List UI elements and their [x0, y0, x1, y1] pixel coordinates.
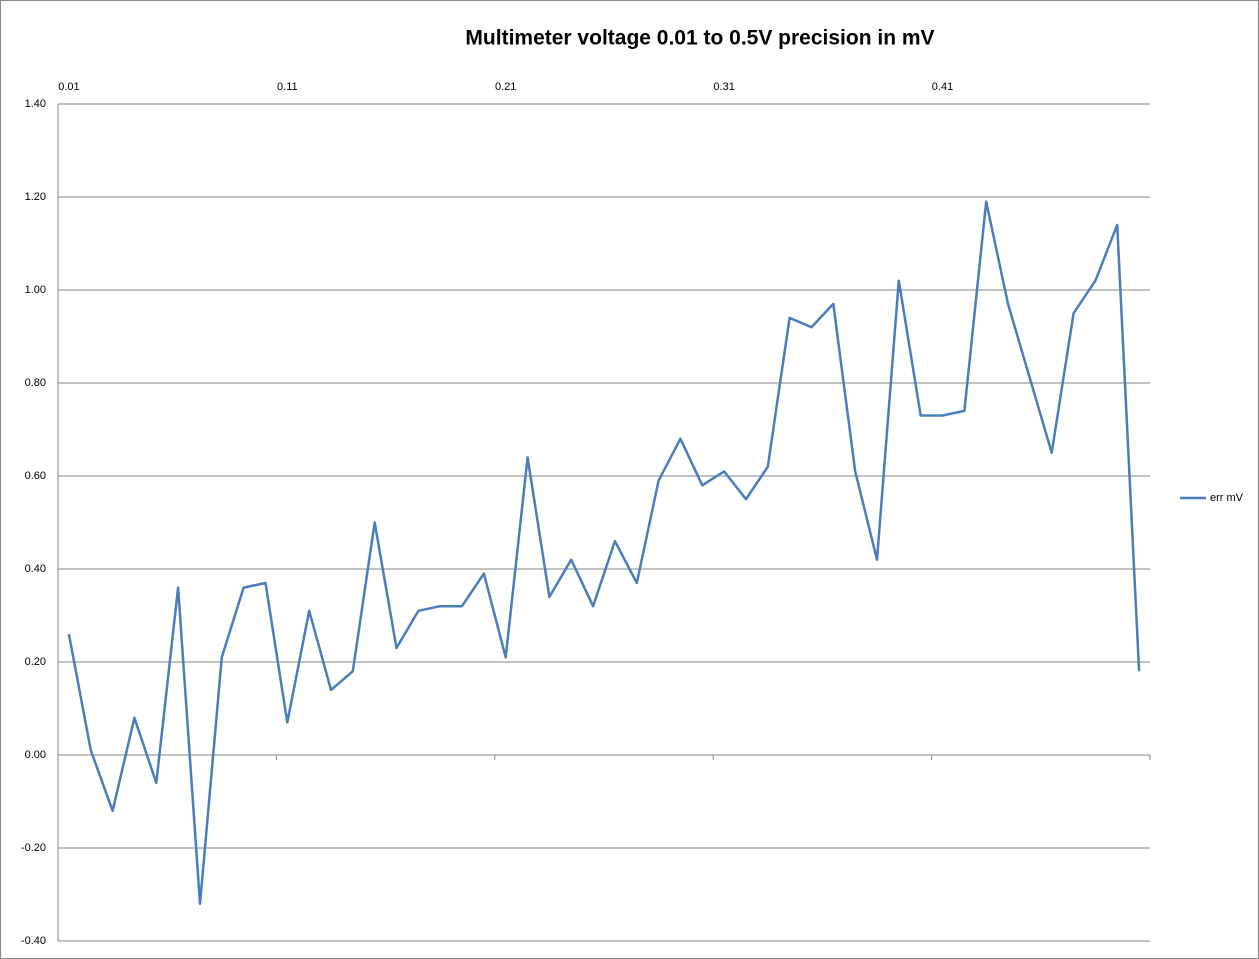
y-tick-label: 0.40	[25, 563, 46, 575]
x-tick-label: 0.41	[932, 81, 953, 93]
y-tick-label: 1.00	[25, 284, 46, 296]
series-line	[67, 200, 1141, 906]
x-tick-label: 0.21	[495, 81, 516, 93]
y-tick-label: 1.20	[25, 191, 46, 203]
y-tick-label: -0.40	[21, 935, 46, 947]
chart-title: Multimeter voltage 0.01 to 0.5V precisio…	[465, 27, 934, 50]
y-tick-label: 0.60	[25, 470, 46, 482]
y-tick-label: 0.00	[25, 749, 46, 761]
y-tick-label: 1.40	[25, 98, 46, 110]
y-tick-label: 0.80	[25, 377, 46, 389]
y-tick-label: -0.20	[21, 842, 46, 854]
legend-label: err mV	[1210, 492, 1244, 504]
x-tick-label: 0.01	[58, 81, 79, 93]
y-tick-label: 0.20	[25, 656, 46, 668]
x-tick-label: 0.11	[277, 81, 298, 93]
x-tick-label: 0.31	[713, 81, 734, 93]
